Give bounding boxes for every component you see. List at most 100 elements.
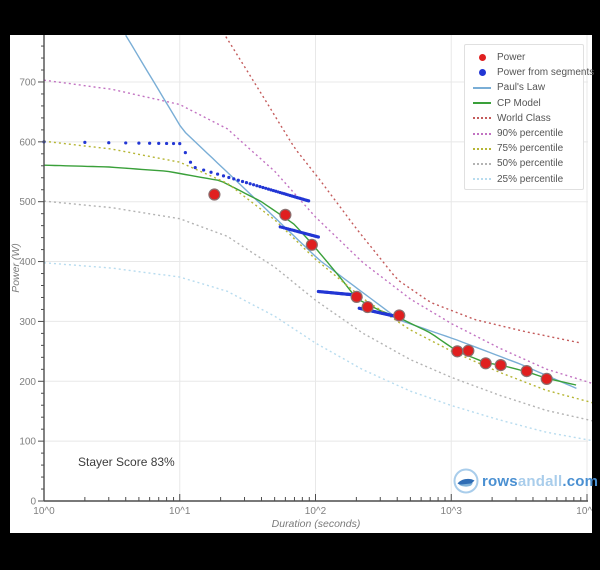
power-point bbox=[279, 208, 292, 221]
segment-power-dot bbox=[227, 175, 231, 180]
x-tick-label: 10^2 bbox=[305, 506, 327, 517]
power-point bbox=[305, 238, 318, 251]
segment-power-dot bbox=[124, 141, 128, 145]
legend-item-90--percentile: 90% percentile bbox=[473, 126, 579, 141]
segment-power-dot bbox=[183, 151, 187, 155]
legend-line-marker bbox=[473, 132, 491, 135]
logo-text-andall: andall bbox=[517, 472, 563, 490]
legend-line-marker bbox=[473, 162, 491, 165]
segment-power-dot bbox=[221, 174, 226, 178]
legend-line-marker bbox=[473, 178, 491, 181]
segment-power-dot bbox=[258, 185, 262, 189]
segment-power-dot bbox=[307, 199, 311, 203]
logo-text: rowsandall.com bbox=[482, 473, 598, 490]
segment-power-dot bbox=[240, 179, 245, 184]
logo-text-rows: rows bbox=[482, 472, 518, 490]
power-point bbox=[393, 309, 406, 322]
segment-power-dot bbox=[316, 235, 320, 239]
x-tick-label: 10^1 bbox=[169, 506, 191, 517]
legend-item-world-class: World Class bbox=[473, 111, 579, 126]
y-axis-title: Power (W) bbox=[10, 243, 22, 293]
power-point bbox=[350, 290, 363, 303]
y-tick-label: 100 bbox=[19, 437, 36, 448]
legend: Power Power from segments Paul's Law CP Mod… bbox=[464, 44, 594, 190]
power-point bbox=[208, 188, 221, 201]
legend-line-marker bbox=[473, 102, 491, 105]
legend-item-50--percentile: 50% percentile bbox=[473, 156, 579, 171]
logo-text-com: .com bbox=[562, 472, 599, 490]
segment-power-dot bbox=[107, 141, 111, 145]
power-point bbox=[451, 345, 464, 358]
segment-power-dot bbox=[202, 168, 206, 172]
y-tick-label: 0 bbox=[30, 497, 36, 508]
segment-power-dot bbox=[236, 178, 240, 182]
segment-power-dot bbox=[248, 182, 252, 186]
y-tick-label: 600 bbox=[19, 137, 36, 148]
legend-label: CP Model bbox=[497, 97, 541, 109]
y-tick-label: 400 bbox=[19, 257, 36, 268]
legend-line-marker bbox=[473, 117, 491, 120]
segment-power-dot bbox=[244, 181, 249, 185]
rowsandall-logo[interactable]: rowsandall.com bbox=[453, 468, 598, 494]
segment-power-dot bbox=[215, 172, 220, 176]
y-tick-label: 700 bbox=[19, 77, 36, 88]
power-point bbox=[361, 300, 374, 314]
legend-item-power-from-segments: Power from segments bbox=[473, 65, 594, 80]
curve-90percentile bbox=[43, 79, 592, 385]
legend-line-marker bbox=[473, 86, 491, 89]
segment-power-dot bbox=[157, 141, 161, 145]
segment-power-dot bbox=[188, 160, 193, 164]
legend-label: Power bbox=[497, 52, 526, 64]
curve-cpmodel bbox=[43, 164, 577, 386]
legend-label: Power from segments bbox=[497, 67, 595, 79]
x-tick-label: 10^0 bbox=[33, 506, 55, 517]
segment-power-dot bbox=[148, 141, 152, 145]
legend-label: World Class bbox=[497, 112, 551, 124]
legend-label: 75% percentile bbox=[497, 143, 564, 155]
power-point bbox=[479, 357, 492, 370]
power-point bbox=[540, 372, 553, 385]
curve-50percentile bbox=[43, 200, 592, 422]
legend-item-25--percentile: 25% percentile bbox=[473, 172, 579, 187]
segment-power-dot bbox=[178, 142, 182, 146]
segment-power-dot bbox=[164, 141, 169, 146]
segment-power-dot bbox=[255, 184, 259, 188]
power-point bbox=[520, 365, 533, 378]
y-tick-label: 500 bbox=[19, 197, 36, 208]
rowsandall-boat-icon bbox=[453, 468, 479, 494]
legend-item-paul-s-law: Paul's Law bbox=[473, 80, 579, 95]
legend-label: Paul's Law bbox=[497, 82, 546, 94]
curve-25percentile bbox=[43, 262, 592, 442]
segment-power-dot bbox=[171, 141, 176, 146]
segment-power-dot bbox=[264, 186, 268, 190]
segment-power-dot bbox=[83, 140, 87, 144]
stayer-score-annotation: Stayer Score 83% bbox=[78, 455, 175, 469]
segment-power-dot bbox=[137, 141, 141, 145]
chart-canvas: 0 100 200 300 400 500 600 700 10^0 10^1 10^2 10^3 10… bbox=[10, 35, 592, 530]
x-tick-label: 10^3 bbox=[441, 506, 463, 517]
x-tick-label: 10^4 bbox=[576, 506, 592, 517]
chart-panel: 0 100 200 300 400 500 600 700 10^0 10^1 10^2 10^3 10… bbox=[10, 35, 598, 533]
legend-label: 50% percentile bbox=[497, 158, 564, 170]
legend-item-power: Power bbox=[473, 50, 579, 65]
legend-dot-marker bbox=[473, 69, 491, 77]
segment-power-dot bbox=[269, 188, 273, 192]
y-tick-label: 200 bbox=[19, 377, 36, 388]
curve-paulslaw bbox=[125, 35, 577, 390]
curve-75percentile bbox=[43, 140, 592, 404]
legend-label: 90% percentile bbox=[497, 128, 564, 140]
power-point bbox=[462, 344, 475, 357]
segment-power-dot bbox=[252, 183, 256, 187]
segment-power-dot bbox=[209, 170, 213, 174]
legend-item-cp-model: CP Model bbox=[473, 96, 579, 111]
legend-item-75--percentile: 75% percentile bbox=[473, 141, 579, 156]
segment-power-dot bbox=[193, 165, 197, 170]
legend-line-marker bbox=[473, 147, 491, 150]
segment-power-dot bbox=[266, 187, 271, 191]
y-tick-label: 300 bbox=[19, 317, 36, 328]
curve-worldclass bbox=[224, 35, 580, 344]
x-axis-title: Duration (seconds) bbox=[272, 518, 361, 530]
segment-power-dot bbox=[261, 185, 265, 190]
segment-power-dot bbox=[232, 177, 236, 181]
